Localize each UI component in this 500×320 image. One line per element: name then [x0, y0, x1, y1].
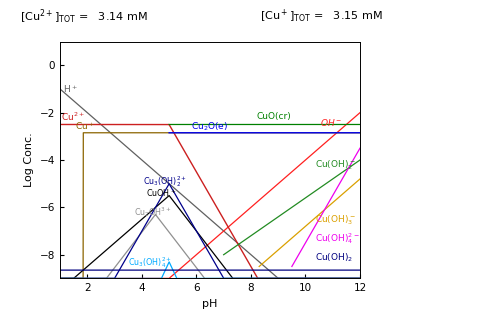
Text: Cu(OH)$_2$: Cu(OH)$_2$	[315, 252, 354, 264]
Text: Cu$^+$: Cu$^+$	[75, 120, 95, 132]
Text: OH$^-$: OH$^-$	[320, 117, 342, 128]
Text: CuO(cr): CuO(cr)	[256, 112, 291, 121]
Text: Cu$_3$(OH)$_4^{2+}$: Cu$_3$(OH)$_4^{2+}$	[128, 255, 172, 270]
Text: Cu$_2$O(e): Cu$_2$O(e)	[191, 121, 228, 133]
Y-axis label: Log Conc.: Log Conc.	[24, 132, 34, 188]
Text: Cu(OH)$_2^-$: Cu(OH)$_2^-$	[315, 158, 356, 172]
Text: [Cu$^{2+}$]$_{\rm TOT}$ =   3.14 mM: [Cu$^{2+}$]$_{\rm TOT}$ = 3.14 mM	[20, 8, 148, 27]
Text: CuOH$^+$: CuOH$^+$	[146, 187, 176, 199]
Text: Cu$^{2+}$: Cu$^{2+}$	[62, 110, 86, 123]
Text: [Cu$^+$]$_{\rm TOT}$ =   3.15 mM: [Cu$^+$]$_{\rm TOT}$ = 3.15 mM	[260, 8, 382, 25]
Text: Cu(OH)$_3^-$: Cu(OH)$_3^-$	[315, 214, 356, 227]
Text: H$^+$: H$^+$	[64, 83, 78, 94]
Text: Cu(OH)$_4^{2-}$: Cu(OH)$_4^{2-}$	[315, 231, 360, 246]
X-axis label: pH: pH	[202, 299, 218, 309]
Text: Cu$_3$(OH)$_2^{2+}$: Cu$_3$(OH)$_2^{2+}$	[143, 174, 187, 189]
Text: Cu$_2$OH$^{3+}$: Cu$_2$OH$^{3+}$	[134, 205, 172, 219]
